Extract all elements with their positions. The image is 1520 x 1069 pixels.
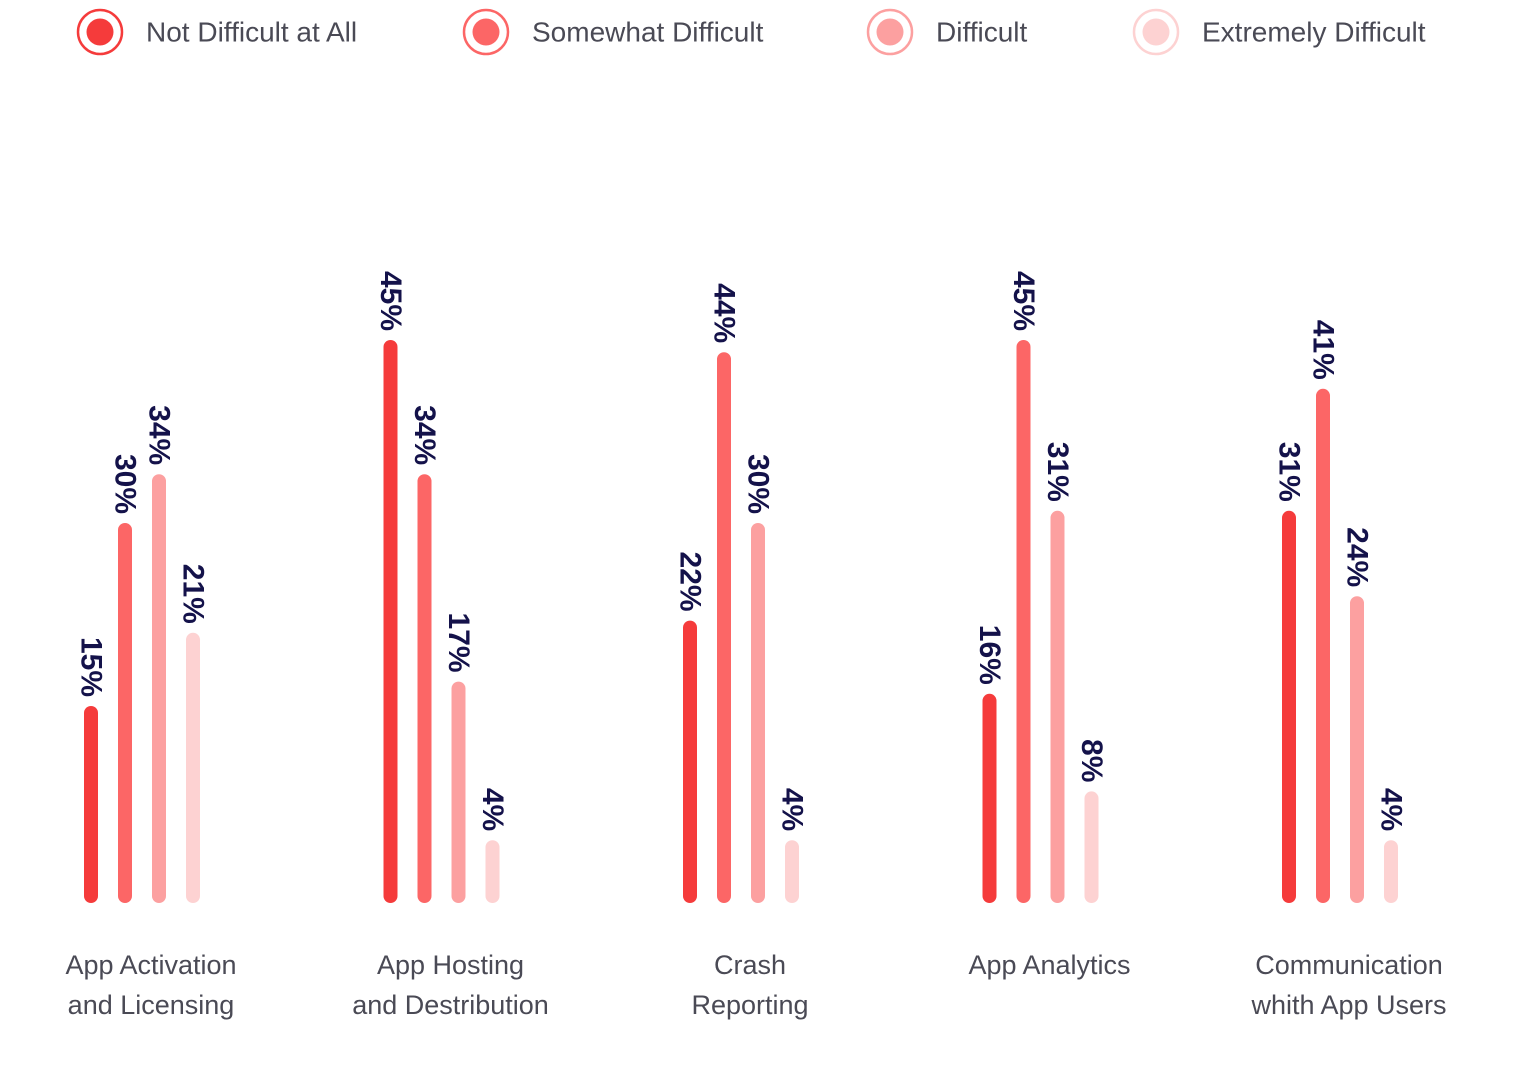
legend-label: Not Difficult at All [146,17,357,48]
data-label: 15% [75,637,108,697]
category-label: Communication whith App Users [1250,950,1446,1020]
category-labels: App Activation and Licensing App Hosting an… [65,950,1446,1020]
data-label: 45% [374,271,407,331]
legend-item: Not Difficult at All [76,8,357,56]
legend: Not Difficult at All Somewhat Difficult Di… [76,8,1426,56]
category-label-line: App Activation [65,950,236,980]
data-label: 30% [109,454,142,514]
data-label: 44% [708,283,741,343]
data-label: 21% [177,564,210,624]
data-label: 24% [1341,527,1374,587]
data-label: 34% [143,405,176,465]
category-label-line: App Analytics [968,950,1130,980]
data-label: 16% [973,625,1006,685]
legend-marker [86,18,114,46]
category-label: App Hosting and Destribution [352,950,549,1020]
legend-item: Extremely Difficult [1132,8,1426,56]
legend-marker [472,18,500,46]
data-label: 4% [476,788,509,831]
category-label-line: and Licensing [68,990,235,1020]
legend-item: Difficult [866,8,1028,56]
data-label: 31% [1041,442,1074,502]
legend-label: Somewhat Difficult [532,17,764,48]
data-label: 45% [1007,271,1040,331]
category-label-line: whith App Users [1250,990,1446,1020]
legend-marker [1142,18,1170,46]
category-label-line: App Hosting [377,950,524,980]
category-label: App Activation and Licensing [65,950,236,1020]
data-labels: 15%30%34%21%45%34%17%4%22%44%30%4%16%45%… [75,271,1408,831]
category-label-line: Communication [1255,950,1443,980]
data-label: 34% [408,405,441,465]
data-label: 4% [1375,788,1408,831]
data-label: 31% [1273,442,1306,502]
data-label: 17% [442,613,475,673]
category-label: Crash Reporting [691,950,808,1020]
data-label: 4% [776,788,809,831]
legend-label: Difficult [936,17,1028,48]
data-label: 30% [742,454,775,514]
legend-label: Extremely Difficult [1202,17,1426,48]
category-label: App Analytics [968,950,1130,980]
category-label-line: and Destribution [352,990,549,1020]
category-label-line: Crash [714,950,786,980]
category-label-line: Reporting [691,990,808,1020]
bars [84,340,1398,903]
data-label: 8% [1075,739,1108,782]
legend-item: Somewhat Difficult [462,8,764,56]
legend-marker [876,18,904,46]
data-label: 22% [674,552,707,612]
data-label: 41% [1307,320,1340,380]
